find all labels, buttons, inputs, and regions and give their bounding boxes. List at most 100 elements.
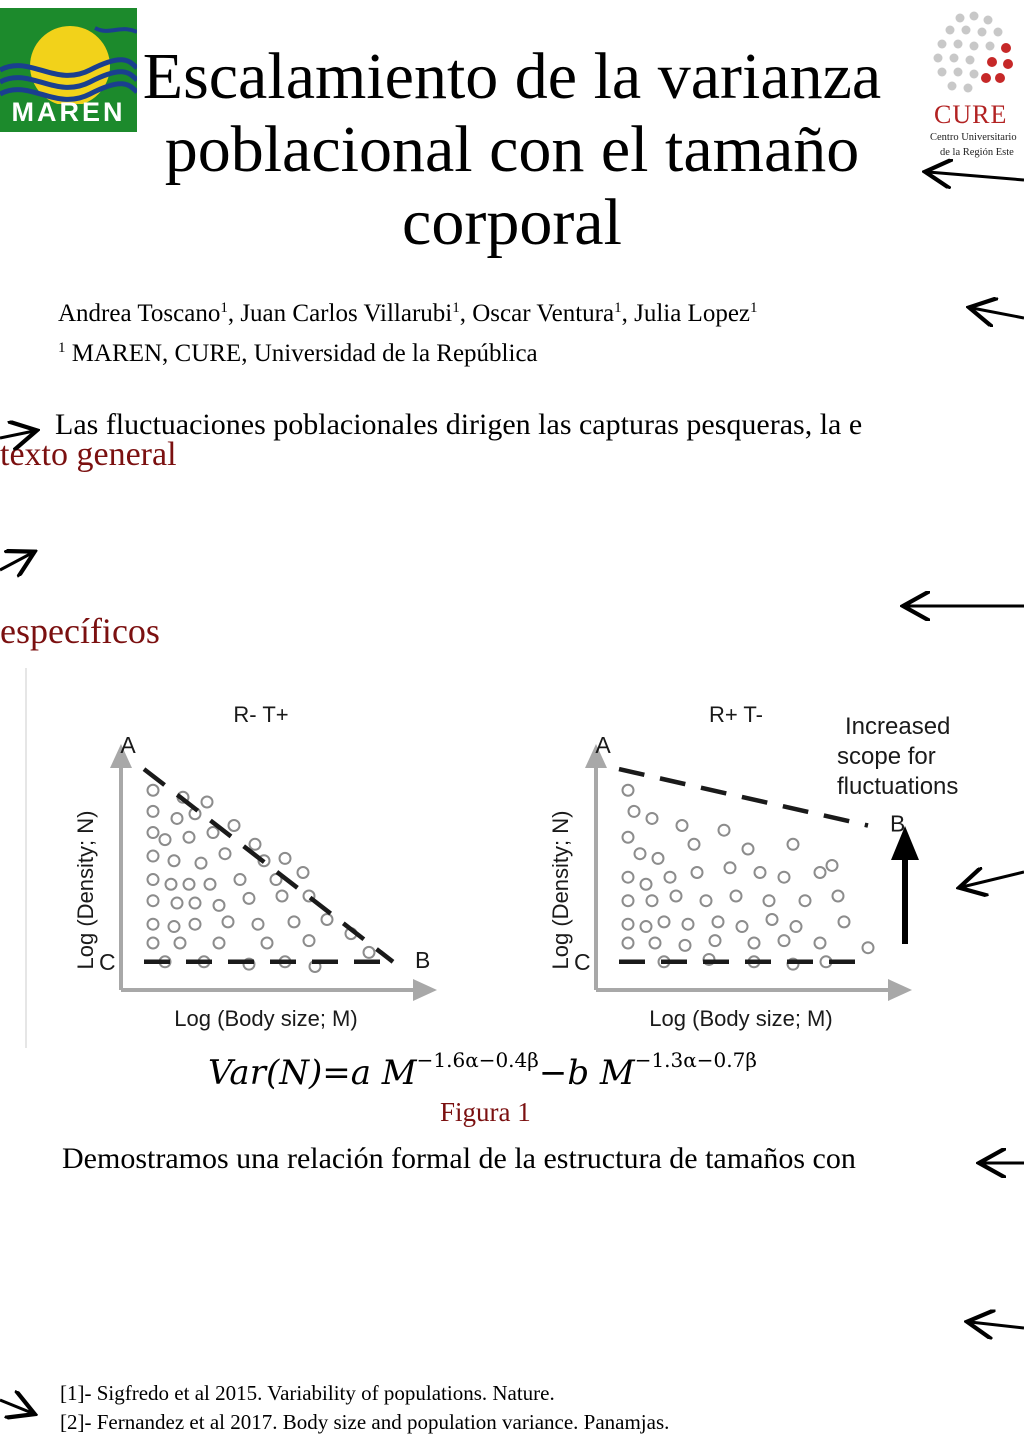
data-point — [789, 920, 803, 934]
dashed-line-top — [142, 767, 395, 964]
annotation-text: Increased scope for fluctuations — [837, 713, 958, 800]
data-point — [146, 917, 160, 931]
arrow-icon — [928, 172, 1024, 180]
point-label-b: B — [890, 811, 905, 837]
data-point — [221, 915, 235, 929]
data-point — [621, 936, 635, 950]
data-point — [320, 913, 334, 926]
formula-exponent-2: −1.3α−0.7β — [634, 1048, 757, 1072]
data-point — [786, 837, 800, 851]
data-point — [813, 866, 827, 879]
data-point — [765, 913, 779, 926]
data-point — [170, 896, 184, 910]
data-point — [861, 941, 875, 955]
data-point — [170, 811, 184, 825]
data-point — [837, 915, 851, 929]
data-point — [362, 945, 376, 959]
data-point — [639, 877, 653, 891]
data-point — [194, 856, 208, 870]
maren-logo: MAREN — [0, 8, 137, 132]
data-point — [657, 915, 671, 929]
panel-title: R- T+ — [233, 702, 288, 727]
point-label-c: C — [99, 949, 116, 975]
annotation-line: Increased — [845, 713, 950, 740]
data-point — [188, 896, 202, 910]
objectives-heading: específicos — [0, 611, 160, 651]
data-point — [212, 936, 226, 950]
data-point — [278, 851, 292, 865]
maren-logo-text: MAREN — [11, 97, 126, 127]
point-label-a: A — [595, 732, 611, 758]
data-point — [275, 889, 289, 903]
formula-exponent-1: −1.6α−0.4β — [416, 1048, 539, 1072]
annotation-line: fluctuations — [837, 773, 958, 800]
data-point — [777, 870, 791, 884]
point-label-a: A — [120, 732, 136, 758]
data-point — [146, 783, 160, 797]
data-point — [633, 847, 647, 861]
data-point — [681, 917, 695, 931]
data-point — [146, 894, 160, 908]
data-point — [651, 851, 665, 865]
affiliation-text: MAREN, CURE, Universidad de la República — [71, 340, 538, 367]
author-name: Julia Lopez — [634, 300, 751, 327]
point-label-c: C — [574, 949, 591, 975]
data-point — [621, 917, 635, 931]
data-point — [203, 877, 217, 891]
figure-panel-left: R- T+ Log (Density; N) Log (Body size; M) A… — [73, 702, 437, 1031]
author-name: Andrea Toscano — [58, 300, 221, 327]
maren-logo-graphic — [0, 26, 137, 104]
cure-logo: CURE Centro Universitario de la Región E… — [920, 8, 1024, 158]
point-label-b: B — [415, 947, 430, 973]
y-axis-label: Log (Density; N) — [73, 811, 98, 970]
data-point — [212, 898, 226, 912]
data-point — [669, 889, 683, 903]
data-point — [711, 915, 725, 929]
data-point — [200, 795, 214, 809]
data-point — [167, 854, 181, 868]
data-point — [645, 894, 659, 908]
data-point — [678, 938, 692, 952]
data-point — [296, 866, 310, 879]
data-point — [248, 837, 262, 851]
data-point — [260, 936, 274, 950]
panel-title: R+ T- — [709, 702, 763, 727]
reference-item: [2]- Fernandez et al 2017. Body size and… — [60, 1410, 670, 1434]
annotation-line: scope for — [837, 743, 936, 770]
data-point — [302, 934, 316, 948]
data-point — [227, 819, 241, 832]
cure-dots-icon — [933, 11, 1013, 93]
data-point — [675, 819, 689, 832]
figure-panel-right: R+ T- Log (Density; N) Log (Body size; M) A… — [548, 702, 912, 1031]
data-point — [621, 783, 635, 797]
figure-1: R- T+ Log (Density; N) Log (Body size; M) A… — [25, 668, 958, 1048]
data-point — [687, 837, 701, 851]
affiliation-mark: 1 — [58, 340, 66, 356]
up-arrow-head-icon — [891, 826, 919, 860]
authors-block: Andrea Toscano1, Juan Carlos Villarubi1,… — [58, 291, 758, 371]
data-point — [173, 936, 187, 950]
data-point — [621, 870, 635, 884]
x-axis-label: Log (Body size; M) — [174, 1006, 357, 1031]
figure-caption: Figura 1 — [440, 1097, 531, 1127]
data-point — [146, 826, 160, 840]
results-text: Demostramos una relación formal de la es… — [62, 1142, 856, 1175]
cure-logo-subtitle: Centro Universitario — [930, 132, 1017, 143]
data-point — [645, 811, 659, 825]
data-point — [146, 849, 160, 863]
author-name: Juan Carlos Villarubi — [240, 300, 453, 327]
data-point — [182, 877, 196, 891]
data-point — [825, 858, 839, 872]
data-point — [663, 870, 677, 884]
data-point — [708, 934, 722, 948]
data-point — [158, 833, 172, 847]
arrow-icon — [972, 308, 1024, 318]
arrow-icon — [0, 553, 32, 570]
data-point — [717, 823, 731, 837]
x-axis-arrow-icon — [413, 979, 437, 1001]
data-point — [146, 804, 160, 818]
arrow-icon — [970, 1322, 1024, 1328]
data-point — [188, 917, 202, 931]
dashed-line-top — [618, 766, 869, 828]
